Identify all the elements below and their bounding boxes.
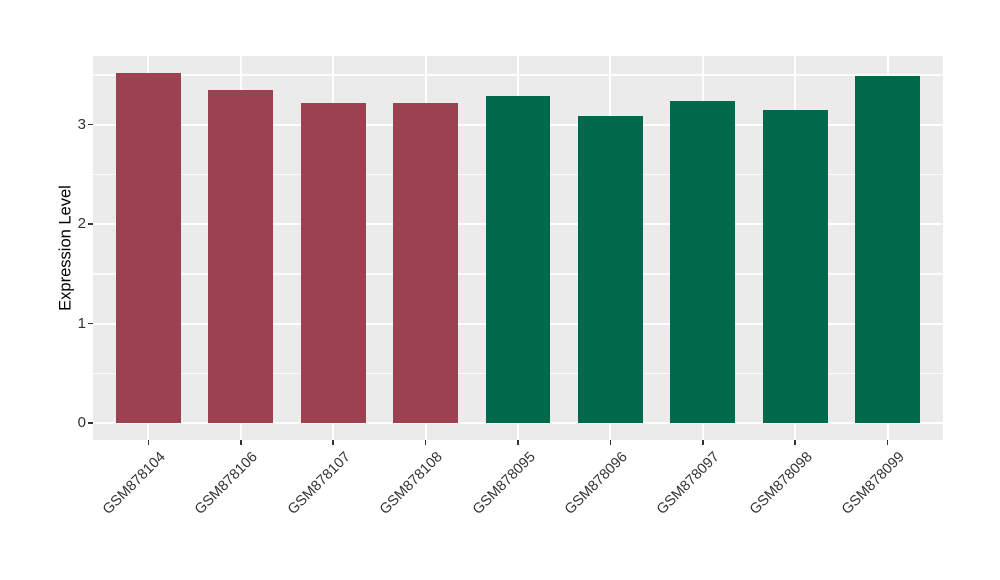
y-tick-label: 3: [77, 115, 86, 133]
x-tick-mark: [424, 440, 427, 445]
x-tick-label: GSM878098: [746, 449, 816, 518]
bar-GSM878108: [393, 102, 458, 424]
major-gridline: [93, 422, 943, 425]
x-tick-mark: [886, 440, 889, 445]
x-tick-label: GSM878107: [284, 449, 354, 518]
x-tick-label: GSM878108: [377, 449, 446, 518]
plot-panel: [93, 56, 943, 440]
y-tick-mark: [88, 223, 93, 225]
x-tick-label: GSM878104: [99, 449, 169, 518]
y-tick-mark: [88, 422, 93, 424]
bar-GSM878106: [208, 89, 274, 424]
bar-GSM878096: [578, 115, 643, 424]
x-tick-label: GSM878095: [469, 449, 539, 518]
y-tick-label: 1: [77, 314, 86, 332]
x-tick-mark: [701, 440, 704, 445]
x-tick-mark: [794, 440, 796, 445]
minor-gridline: [93, 74, 943, 76]
bar-GSM878095: [485, 95, 551, 424]
y-tick-label: 0: [77, 414, 86, 432]
x-tick-mark: [332, 440, 334, 445]
x-tick-label: GSM878099: [839, 449, 908, 518]
y-axis-title: Expression Level: [56, 185, 75, 311]
x-tick-label: GSM878096: [561, 449, 631, 518]
x-tick-mark: [609, 440, 612, 445]
y-tick-mark: [88, 322, 93, 325]
y-tick-label: 2: [77, 215, 86, 233]
x-tick-label: GSM878097: [654, 449, 724, 518]
x-tick-mark: [517, 440, 519, 445]
bar-GSM878099: [855, 75, 920, 424]
bar-GSM878098: [762, 109, 828, 424]
bar-GSM878107: [300, 102, 366, 424]
x-tick-mark: [147, 440, 150, 445]
bar-GSM878104: [116, 72, 181, 424]
x-tick-mark: [240, 440, 242, 445]
x-tick-label: GSM878106: [192, 449, 262, 518]
y-tick-mark: [88, 123, 93, 126]
bar-GSM878097: [670, 100, 736, 424]
